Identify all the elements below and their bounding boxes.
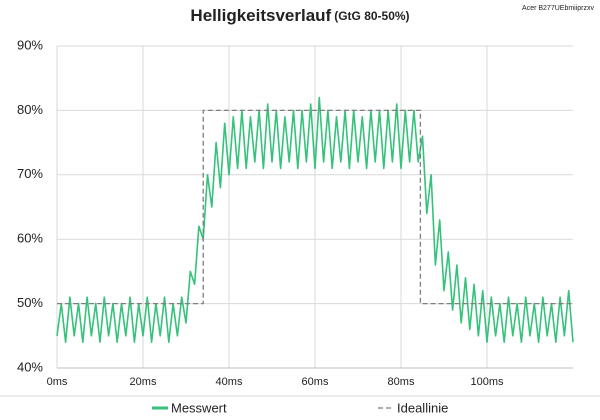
series-line bbox=[57, 109, 573, 305]
x-tick-label: 0ms bbox=[47, 376, 68, 388]
x-tick-label: 60ms bbox=[302, 376, 329, 388]
y-tick-label: 40% bbox=[17, 359, 43, 374]
x-tick-label: 80ms bbox=[388, 376, 415, 388]
subtitle: (GtG 80-50%) bbox=[334, 9, 409, 23]
x-tick-label: 20ms bbox=[130, 376, 157, 388]
corner-note: Acer B277UEbmiiprzxv bbox=[522, 5, 594, 12]
legend-label: Messwert bbox=[171, 400, 227, 415]
title: Helligkeitsverlauf bbox=[190, 6, 331, 25]
x-tick-label: 100ms bbox=[470, 376, 504, 388]
series-line bbox=[56, 96, 574, 343]
y-tick-label: 90% bbox=[17, 37, 43, 52]
y-tick-label: 80% bbox=[17, 102, 43, 117]
y-tick-label: 70% bbox=[17, 166, 43, 181]
y-tick-label: 50% bbox=[17, 295, 43, 310]
legend-label: Ideallinie bbox=[397, 400, 448, 415]
x-tick-label: 40ms bbox=[216, 376, 243, 388]
chart-title: Helligkeitsverlauf (GtG 80-50%) bbox=[190, 6, 409, 25]
y-tick-label: 60% bbox=[17, 231, 43, 246]
